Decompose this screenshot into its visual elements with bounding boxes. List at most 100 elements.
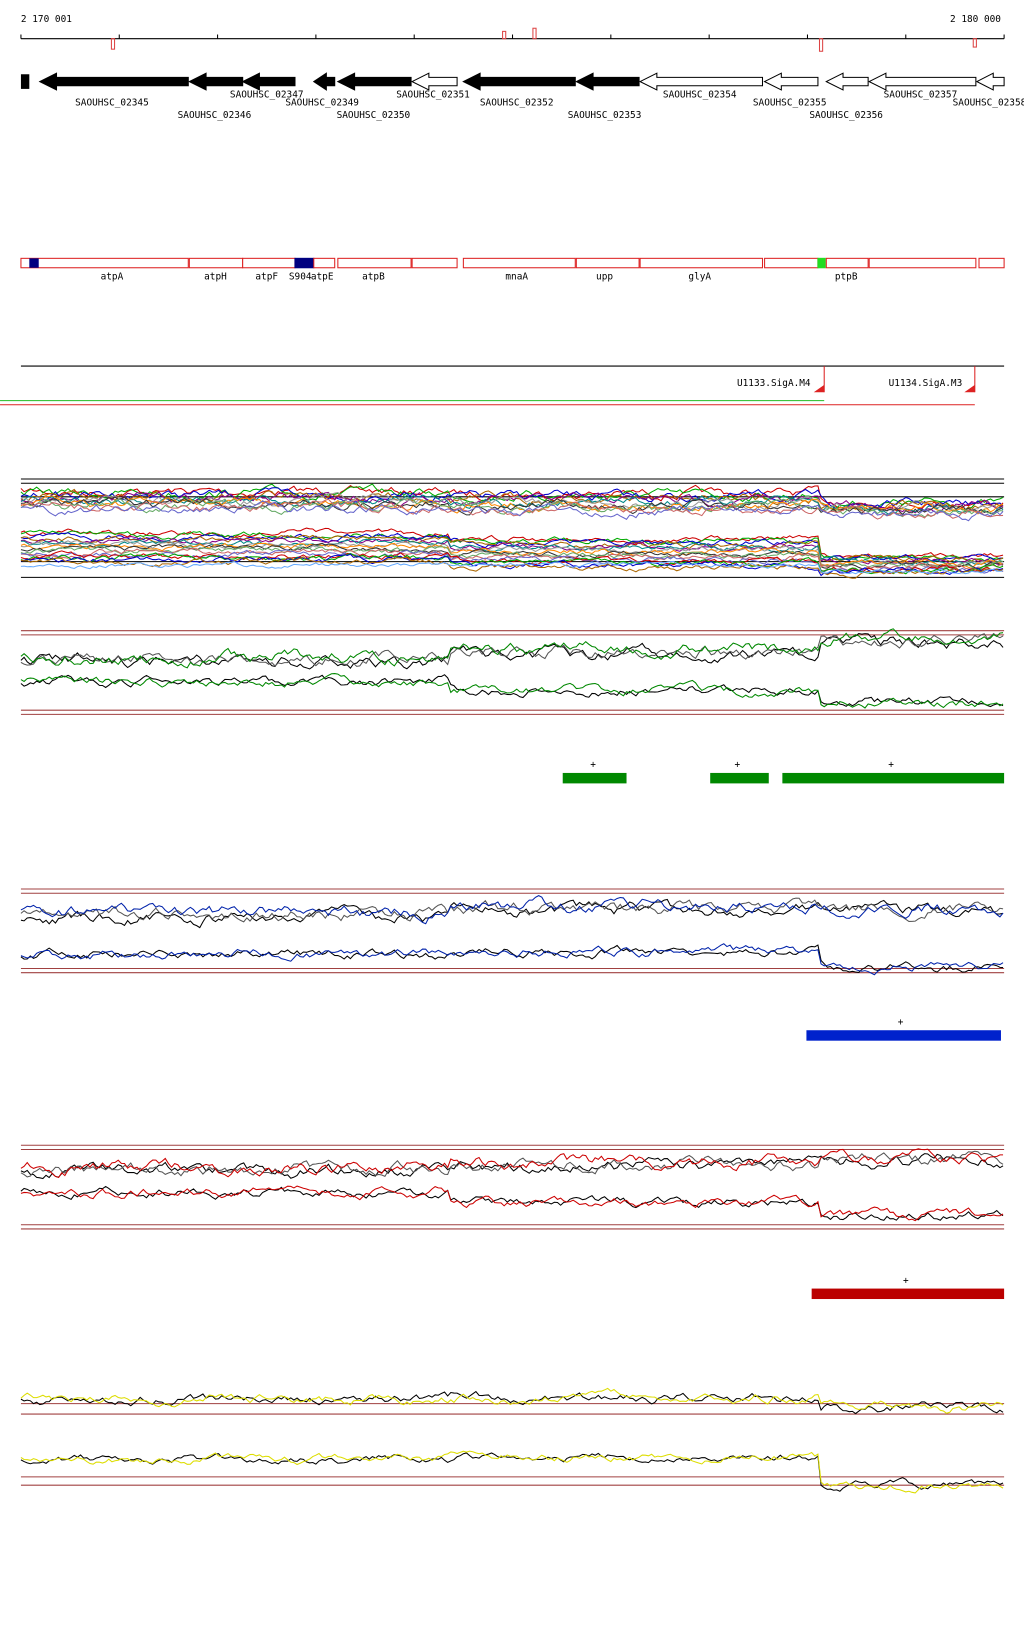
- segment: [710, 772, 769, 784]
- gene-name: atpA: [101, 271, 124, 282]
- gene-label: SAOUHSC_02354: [663, 89, 737, 100]
- signal-line: [20, 673, 1004, 709]
- signal-line: [20, 491, 1004, 514]
- annotation-box: [20, 257, 189, 269]
- signal-line: [20, 1185, 1004, 1221]
- gene-label: SAOUHSC_02352: [480, 98, 554, 109]
- gene-label: SAOUHSC_02347: [230, 89, 304, 100]
- gene-arrow: [241, 72, 296, 91]
- gene-label: SAOUHSC_02357: [884, 89, 958, 100]
- gene-arrow: [410, 72, 458, 91]
- signal-line: [20, 1452, 1004, 1492]
- signal-line: [20, 545, 1004, 570]
- segment-sign: +: [898, 1017, 904, 1028]
- promoter-arrow: [813, 384, 825, 393]
- gene-label: SAOUHSC_02355: [753, 98, 827, 109]
- gene-label: SAOUHSC_02356: [809, 110, 883, 121]
- signal-line: [20, 556, 1004, 579]
- gene-arrow: [763, 72, 819, 91]
- signal-line: [20, 534, 1004, 563]
- gene-arrow: [336, 72, 412, 91]
- ruler-notch: [972, 38, 977, 48]
- promoter-label: U1134.SigA.M3: [889, 378, 963, 389]
- ruler-start: 2 170 001: [21, 14, 72, 25]
- ruler-notch: [532, 27, 537, 40]
- signal-line: [20, 498, 1004, 520]
- gene-name: atpB: [362, 271, 385, 282]
- signal-line: [20, 895, 1004, 925]
- annotation-box: [817, 257, 826, 269]
- segment-sign: +: [903, 1275, 909, 1286]
- annotation-box: [313, 257, 336, 269]
- gene-label: SAOUHSC_02350: [337, 110, 411, 121]
- ruler-notch: [818, 38, 824, 52]
- annotation-box: [868, 257, 977, 269]
- gene-name: mnaA: [505, 271, 528, 282]
- gene-label: SAOUHSC_02345: [75, 98, 149, 109]
- gene-arrow: [462, 72, 576, 91]
- annotation-box: [825, 257, 869, 269]
- segment: [811, 1288, 1005, 1300]
- segment-sign: +: [888, 760, 894, 771]
- annotation-box: [294, 257, 315, 269]
- ruler-notch: [110, 38, 116, 50]
- signal-line: [20, 632, 1004, 667]
- gene-label: SAOUHSC_02351: [396, 89, 470, 100]
- gene-name: atpH: [204, 271, 227, 282]
- annotation-box: [337, 257, 412, 269]
- signal-line: [20, 547, 1004, 572]
- segment: [806, 1030, 1001, 1041]
- signal-line: [20, 538, 1004, 566]
- gene-arrow: [38, 72, 189, 91]
- ruler-notch: [502, 30, 507, 40]
- promoter-arrow: [964, 384, 975, 393]
- annotation-box: [242, 257, 296, 269]
- signal-line: [20, 898, 1004, 929]
- gene-arrow: [638, 72, 764, 91]
- gene-name: ptpB: [835, 271, 858, 282]
- annotation-box: [188, 257, 244, 269]
- gene-name: glyA: [688, 271, 711, 282]
- signal-line: [20, 1148, 1004, 1179]
- signal-line: [20, 560, 1004, 575]
- signal-line: [20, 1185, 1004, 1222]
- gene-name: upp: [596, 271, 613, 282]
- signal-line: [20, 897, 1004, 923]
- gene-label: SAOUHSC_02349: [285, 98, 359, 109]
- promoter-label: U1133.SigA.M4: [737, 378, 811, 389]
- signal-line: [20, 1153, 1004, 1180]
- gene-arrow: [188, 72, 244, 91]
- gene-fragment: [20, 74, 30, 89]
- signal-line: [20, 553, 1004, 577]
- annotation-box: [462, 257, 576, 269]
- segment-sign: +: [735, 760, 741, 771]
- signal-line: [20, 944, 1004, 973]
- signal-line: [20, 674, 1004, 708]
- signal-line: [20, 1387, 1004, 1414]
- gene-arrow: [825, 72, 869, 91]
- gene-arrow: [575, 72, 640, 91]
- gene-name: atpF: [255, 271, 278, 282]
- segment: [562, 772, 627, 784]
- gene-name: atpE: [311, 271, 334, 282]
- signal-line: [20, 1450, 1004, 1494]
- gene-arrow: [975, 72, 1005, 91]
- annotation-box: [978, 257, 1005, 269]
- annotation-box: [639, 257, 764, 269]
- gene-label: SAOUHSC_02358: [953, 98, 1024, 109]
- gene-arrow: [312, 72, 336, 91]
- gene-label: SAOUHSC_02346: [178, 110, 252, 121]
- ruler-end: 2 180 000: [950, 14, 1001, 25]
- segment-sign: +: [590, 760, 596, 771]
- annotation-box: [575, 257, 640, 269]
- gene-arrow: [868, 72, 977, 91]
- gene-name: S904: [289, 271, 312, 282]
- signal-line: [20, 552, 1004, 575]
- signal-line: [20, 488, 1004, 512]
- gene-label: SAOUHSC_02353: [568, 110, 642, 121]
- annotation-box: [764, 257, 819, 269]
- annotation-mark: [29, 258, 39, 268]
- signal-line: [20, 943, 1004, 976]
